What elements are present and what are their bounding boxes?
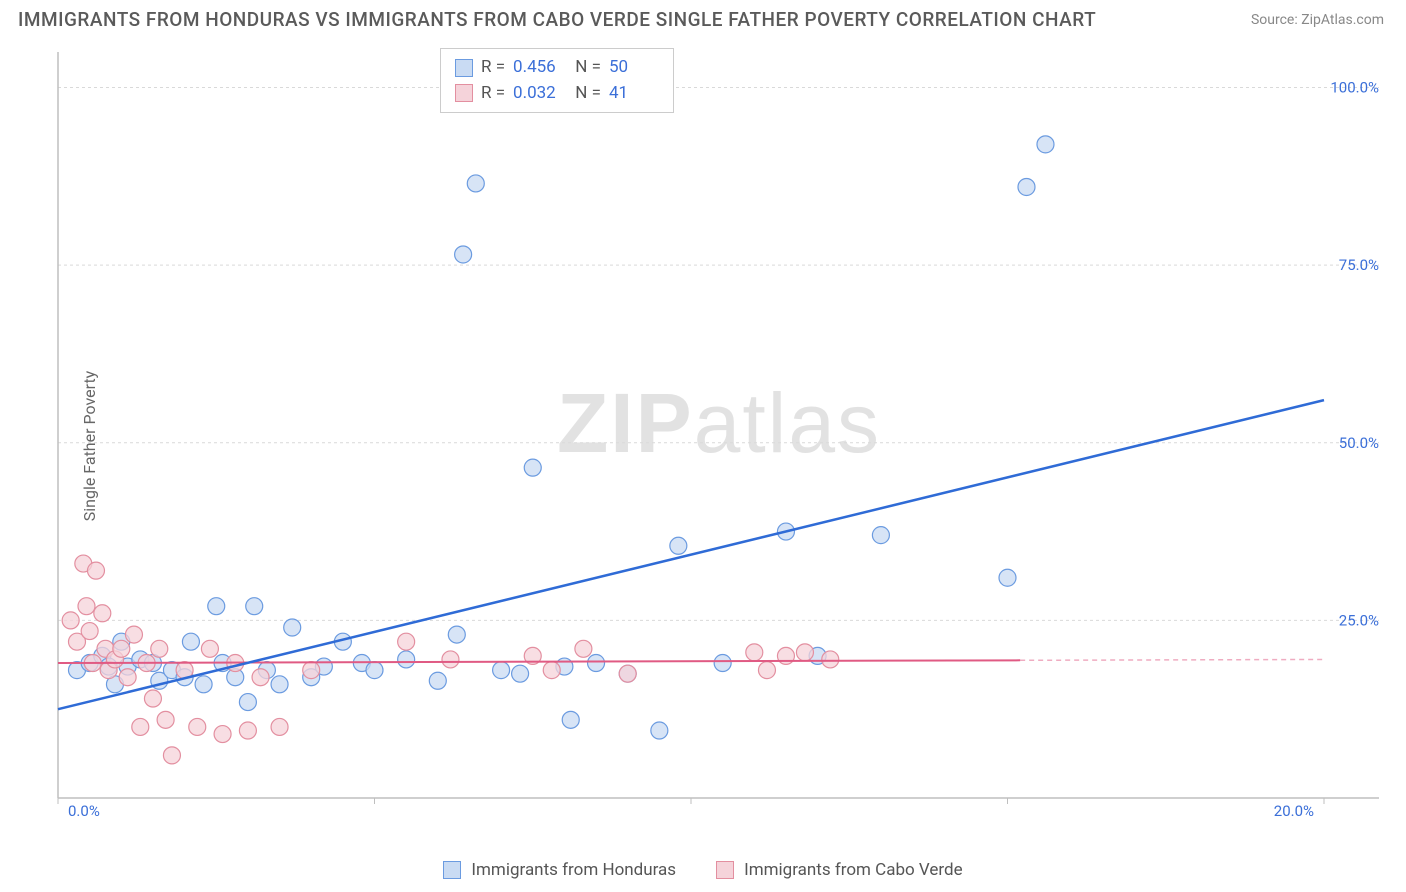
- chart-title: IMMIGRANTS FROM HONDURAS VS IMMIGRANTS F…: [18, 8, 1096, 31]
- svg-text:20.0%: 20.0%: [1274, 802, 1314, 818]
- n-label: N =: [571, 81, 601, 107]
- n-value-honduras: 50: [609, 55, 659, 81]
- n-value-caboverde: 41: [609, 81, 659, 107]
- swatch-honduras-icon: [443, 861, 461, 879]
- legend-item-caboverde: Immigrants from Cabo Verde: [716, 860, 963, 880]
- legend-label-caboverde: Immigrants from Cabo Verde: [744, 860, 963, 880]
- r-value-caboverde: 0.032: [513, 81, 563, 107]
- svg-text:50.0%: 50.0%: [1339, 434, 1379, 452]
- svg-text:0.0%: 0.0%: [68, 802, 100, 818]
- swatch-honduras-icon: [455, 59, 473, 77]
- bottom-legend: Immigrants from Honduras Immigrants from…: [0, 860, 1406, 880]
- n-label: N =: [571, 55, 601, 81]
- r-label: R =: [481, 55, 505, 81]
- scatter-plot-svg: 25.0% 50.0% 75.0% 100.0% 0.0% 20.0%: [54, 48, 1384, 818]
- r-value-honduras: 0.456: [513, 55, 563, 81]
- stats-row-honduras: R = 0.456 N = 50: [455, 55, 659, 81]
- swatch-caboverde-icon: [716, 861, 734, 879]
- legend-label-honduras: Immigrants from Honduras: [471, 860, 676, 880]
- svg-text:100.0%: 100.0%: [1330, 79, 1379, 97]
- swatch-caboverde-icon: [455, 84, 473, 102]
- correlation-stats-box: R = 0.456 N = 50 R = 0.032 N = 41: [440, 48, 674, 113]
- legend-item-honduras: Immigrants from Honduras: [443, 860, 676, 880]
- source-attribution: Source: ZipAtlas.com: [1251, 12, 1384, 28]
- chart-area: ZIPatlas 25.0%50.0%75.0%100.0%0.0%20.0%: [54, 48, 1384, 818]
- stats-row-caboverde: R = 0.032 N = 41: [455, 81, 659, 107]
- r-label: R =: [481, 81, 505, 107]
- svg-text:75.0%: 75.0%: [1339, 256, 1379, 274]
- svg-text:25.0%: 25.0%: [1339, 611, 1379, 629]
